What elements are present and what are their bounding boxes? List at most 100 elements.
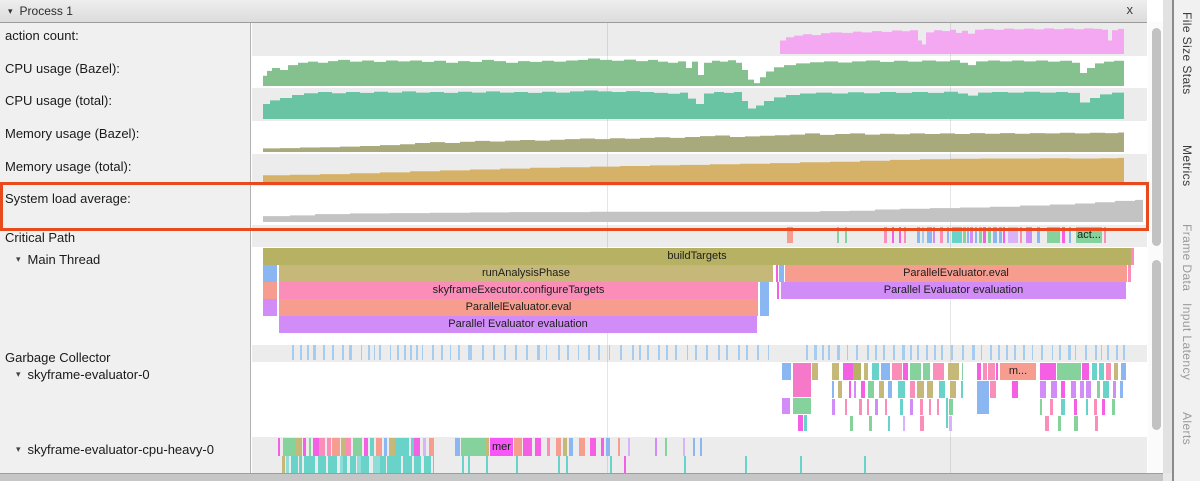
cpuh-d0-b-slice[interactable] xyxy=(535,438,541,456)
gc-ticks-c-slice[interactable] xyxy=(1106,345,1109,360)
sfe0-d3-a-slice[interactable] xyxy=(903,416,906,431)
sfe0-d1-a-slice[interactable] xyxy=(938,381,945,398)
panel-resizer[interactable] xyxy=(1163,0,1172,481)
slice[interactable] xyxy=(1008,227,1018,243)
gc-ticks-a-slice[interactable] xyxy=(368,345,370,360)
sfe0-d1-a-slice[interactable] xyxy=(949,381,956,398)
sfe0-d2-a-slice[interactable] xyxy=(844,399,848,415)
gc-ticks-c-slice[interactable] xyxy=(867,345,870,360)
cpuh-d0-b-slice[interactable] xyxy=(569,438,574,456)
gc-ticks-c-slice[interactable] xyxy=(1051,345,1054,360)
gc-ticks-b-slice[interactable] xyxy=(718,345,721,360)
sfe0-d2-b-slice[interactable] xyxy=(1094,399,1097,415)
gc-ticks-b-slice[interactable] xyxy=(757,345,759,360)
cpuh-d0-a-slice[interactable] xyxy=(422,438,427,456)
gc-ticks-c-slice[interactable] xyxy=(1014,345,1016,360)
slice[interactable] xyxy=(933,227,935,243)
gc-ticks-c-slice[interactable] xyxy=(837,345,840,360)
slice[interactable] xyxy=(999,227,1002,243)
gc-ticks-a-slice[interactable] xyxy=(389,345,392,360)
sfe0-d0-c-slice[interactable] xyxy=(1098,363,1104,380)
gc-ticks-b-slice[interactable] xyxy=(686,345,689,360)
cpuh-d1-a-slice[interactable] xyxy=(423,456,431,473)
gc-ticks-a-slice[interactable] xyxy=(349,345,352,360)
sfe0-d1-a-slice[interactable] xyxy=(860,381,866,398)
gc-ticks-a-slice[interactable] xyxy=(341,345,344,360)
slice[interactable] xyxy=(486,456,488,473)
sfe0-d1-a-slice[interactable] xyxy=(838,381,843,398)
sfe0-d0-a-slice[interactable] xyxy=(932,363,945,380)
gc-ticks-c-slice[interactable] xyxy=(856,345,859,360)
slice[interactable] xyxy=(665,438,667,456)
slice[interactable] xyxy=(917,227,920,243)
collapse-triangle-icon[interactable]: ▾ xyxy=(16,368,21,379)
sfe0-d1-a-slice[interactable] xyxy=(909,381,915,398)
gc-ticks-c-slice[interactable] xyxy=(902,345,905,360)
sfe0-d0-a-slice[interactable] xyxy=(881,363,890,380)
process-header[interactable]: ▾ Process 1 x xyxy=(0,0,1147,23)
sfe0-d1-a-slice[interactable] xyxy=(878,381,884,398)
slice[interactable] xyxy=(516,456,518,473)
sfe0-d1-b-slice[interactable] xyxy=(1085,381,1091,398)
gc-ticks-c-slice[interactable] xyxy=(1023,345,1025,360)
cpuh-d0-a-slice[interactable] xyxy=(296,438,302,456)
gc-ticks-c-slice[interactable] xyxy=(822,345,824,360)
slice[interactable] xyxy=(558,456,560,473)
sfe0-d2-b-slice[interactable] xyxy=(1061,399,1066,415)
cpuh-d0-a-slice[interactable] xyxy=(384,438,387,456)
gc-ticks-a-slice[interactable] xyxy=(323,345,325,360)
gc-ticks-a-slice[interactable] xyxy=(441,345,443,360)
sfe0-d0-c-slice[interactable] xyxy=(1092,363,1097,380)
slice[interactable] xyxy=(263,299,277,316)
gc-ticks-c-slice[interactable] xyxy=(990,345,993,360)
collapse-triangle-icon[interactable]: ▾ xyxy=(16,253,21,264)
gc-ticks-b-slice[interactable] xyxy=(745,345,748,360)
cpuh-d1-a-slice[interactable] xyxy=(340,456,343,473)
gc-ticks-c-slice[interactable] xyxy=(814,345,817,360)
cpuh-d0-b-slice[interactable] xyxy=(556,438,561,456)
sfe0-d1-b-slice[interactable] xyxy=(1070,381,1077,398)
gc-ticks-c-slice[interactable] xyxy=(917,345,920,360)
gc-ticks-b-slice[interactable] xyxy=(737,345,740,360)
cpuh-d0-a-slice[interactable] xyxy=(319,438,326,456)
slice[interactable] xyxy=(523,438,532,456)
slice[interactable] xyxy=(1003,227,1005,243)
gc-ticks-a-slice[interactable] xyxy=(431,345,434,360)
sfe0-d0-a-slice[interactable] xyxy=(832,363,840,380)
slice-act[interactable]: act... xyxy=(1076,227,1102,243)
gc-ticks-c-slice[interactable] xyxy=(972,345,975,360)
sfe0-d0-c-slice[interactable] xyxy=(1121,363,1126,380)
cpuh-d0-a-slice[interactable] xyxy=(327,438,331,456)
slice[interactable] xyxy=(455,438,460,456)
slice[interactable] xyxy=(1131,248,1134,265)
slice[interactable] xyxy=(282,456,285,473)
cpuh-d0-a-slice[interactable] xyxy=(369,438,374,456)
slice[interactable] xyxy=(979,227,982,243)
cpuh-d0-a-slice[interactable] xyxy=(331,438,341,456)
slice[interactable] xyxy=(618,438,620,456)
cpuh-d0-a-slice[interactable] xyxy=(345,438,352,456)
slice[interactable] xyxy=(1069,227,1071,243)
slice[interactable] xyxy=(683,438,685,456)
sfe0-d0-a-slice[interactable] xyxy=(853,363,862,380)
sfe0-d3-b-slice[interactable] xyxy=(1095,416,1099,431)
cpuh-d0-a-slice[interactable] xyxy=(313,438,319,456)
cpuh-d1-a-slice[interactable] xyxy=(380,456,386,473)
slice[interactable] xyxy=(812,363,818,380)
slice[interactable] xyxy=(700,438,702,456)
sfe0-d1-b-slice[interactable] xyxy=(1040,381,1046,398)
cpuh-d0-a-slice[interactable] xyxy=(414,438,421,456)
gc-ticks-c-slice[interactable] xyxy=(910,345,912,360)
gc-ticks-b-slice[interactable] xyxy=(647,345,649,360)
sfe0-d2-a-slice[interactable] xyxy=(928,399,932,415)
gc-ticks-c-slice[interactable] xyxy=(1031,345,1034,360)
counter-chart-memory-usage-total[interactable] xyxy=(263,157,1124,184)
sfe0-d0-c-slice[interactable] xyxy=(1113,363,1119,380)
sfe0-d1-a-slice[interactable] xyxy=(868,381,875,398)
gc-ticks-a-slice[interactable] xyxy=(360,345,363,360)
slice-buildtargets[interactable]: buildTargets xyxy=(263,248,1131,265)
cpuh-d1-a-slice[interactable] xyxy=(317,456,326,473)
sfe0-d0-a-slice[interactable] xyxy=(909,363,922,380)
sfe0-d2-a-slice[interactable] xyxy=(910,399,913,415)
gc-ticks-b-slice[interactable] xyxy=(525,345,528,360)
